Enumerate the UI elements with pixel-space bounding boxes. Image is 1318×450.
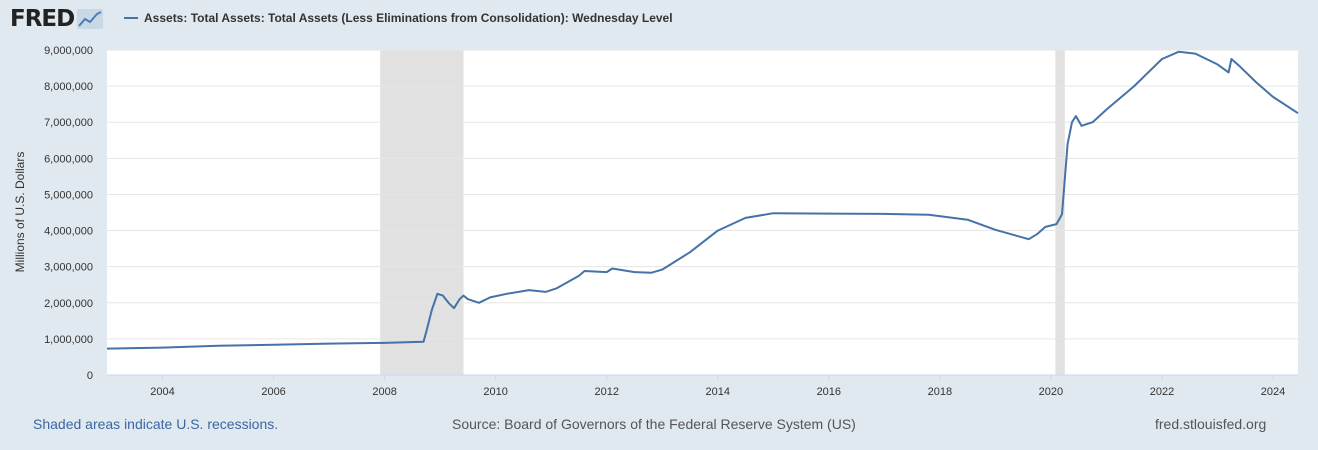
y-axis-title: Millions of U.S. Dollars	[13, 152, 27, 273]
fred-logo-graph-icon	[77, 9, 104, 29]
y-tick-label-9000000: 9,000,000	[44, 45, 93, 57]
recession-band-1	[1055, 50, 1065, 375]
y-tick-label-0: 0	[87, 370, 93, 382]
series-layer	[106, 50, 1299, 350]
y-tick-label-8000000: 8,000,000	[44, 81, 93, 93]
x-tick-label-2006: 2006	[261, 386, 285, 398]
x-tick-label-2020: 2020	[1039, 386, 1063, 398]
source-note: Source: Board of Governors of the Federa…	[452, 416, 856, 432]
y-tick-label-3000000: 3,000,000	[44, 262, 93, 274]
x-tick-label-2008: 2008	[372, 386, 396, 398]
y-tick-label-4000000: 4,000,000	[44, 226, 93, 238]
y-tick-label-7000000: 7,000,000	[44, 117, 93, 129]
x-tick-label-2014: 2014	[706, 386, 730, 398]
x-tick-label-2022: 2022	[1150, 386, 1174, 398]
series-line-0	[106, 50, 1299, 350]
fred-logo-text: FRED	[10, 6, 75, 32]
x-tick-label-2018: 2018	[928, 386, 952, 398]
plot-area	[107, 50, 1298, 375]
recession-shading-layer	[380, 50, 1065, 375]
recession-band-0	[380, 50, 464, 375]
y-tick-label-2000000: 2,000,000	[44, 298, 93, 310]
x-tick-label-2004: 2004	[150, 386, 174, 398]
x-tick-label-layer: 2004 2006 2008 2010 2012 2014 2016 2018 2020 2022…	[150, 375, 1285, 398]
y-tick-label-1000000: 1,000,000	[44, 334, 93, 346]
y-tick-label-layer: 0 1,000,000 2,000,000 3,000,000 4,000,000 5,0…	[44, 45, 93, 382]
y-tick-label-5000000: 5,000,000	[44, 189, 93, 201]
fred-site-link[interactable]: fred.stlouisfed.org	[1155, 416, 1267, 432]
x-tick-label-2012: 2012	[594, 386, 618, 398]
gridline-layer	[107, 49, 1298, 340]
x-tick-label-2016: 2016	[817, 386, 841, 398]
fred-logo[interactable]: FRED	[10, 6, 104, 32]
recession-note: Shaded areas indicate U.S. recessions.	[33, 416, 279, 432]
x-tick-label-2010: 2010	[483, 386, 507, 398]
chart-legend[interactable]: Assets: Total Assets: Total Assets (Less…	[124, 11, 673, 25]
chart-title: Assets: Total Assets: Total Assets (Less…	[144, 11, 673, 25]
legend-series-swatch	[124, 17, 138, 19]
y-tick-label-6000000: 6,000,000	[44, 153, 93, 165]
x-tick-label-2024: 2024	[1261, 386, 1285, 398]
